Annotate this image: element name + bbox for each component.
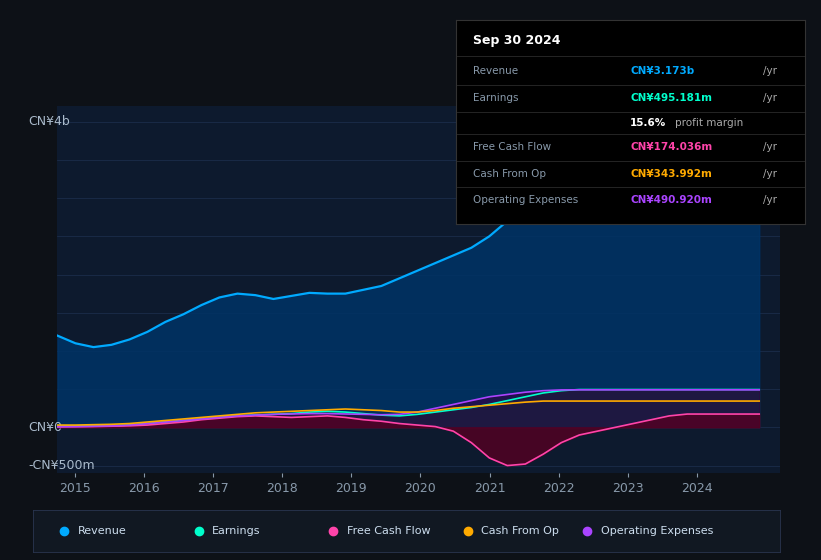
Text: CN¥343.992m: CN¥343.992m: [631, 169, 712, 179]
Text: Free Cash Flow: Free Cash Flow: [473, 142, 551, 152]
Text: /yr: /yr: [763, 66, 777, 76]
Text: CN¥490.920m: CN¥490.920m: [631, 195, 712, 206]
Text: Sep 30 2024: Sep 30 2024: [473, 34, 561, 47]
Text: Operating Expenses: Operating Expenses: [601, 526, 713, 535]
Text: Free Cash Flow: Free Cash Flow: [346, 526, 430, 535]
Text: Cash From Op: Cash From Op: [481, 526, 559, 535]
Text: CN¥3.173b: CN¥3.173b: [631, 66, 695, 76]
Text: Earnings: Earnings: [473, 94, 519, 103]
Text: profit margin: profit margin: [676, 118, 744, 128]
Text: /yr: /yr: [763, 169, 777, 179]
Text: CN¥174.036m: CN¥174.036m: [631, 142, 713, 152]
Text: /yr: /yr: [763, 195, 777, 206]
Text: /yr: /yr: [763, 142, 777, 152]
Text: Revenue: Revenue: [78, 526, 126, 535]
Text: Operating Expenses: Operating Expenses: [473, 195, 578, 206]
Text: CN¥4b: CN¥4b: [29, 115, 71, 128]
Text: /yr: /yr: [763, 94, 777, 103]
Text: Revenue: Revenue: [473, 66, 518, 76]
Text: CN¥495.181m: CN¥495.181m: [631, 94, 712, 103]
Text: CN¥0: CN¥0: [29, 421, 62, 434]
Text: Cash From Op: Cash From Op: [473, 169, 546, 179]
Text: -CN¥500m: -CN¥500m: [29, 459, 95, 472]
Text: Earnings: Earnings: [212, 526, 260, 535]
Text: 15.6%: 15.6%: [631, 118, 667, 128]
